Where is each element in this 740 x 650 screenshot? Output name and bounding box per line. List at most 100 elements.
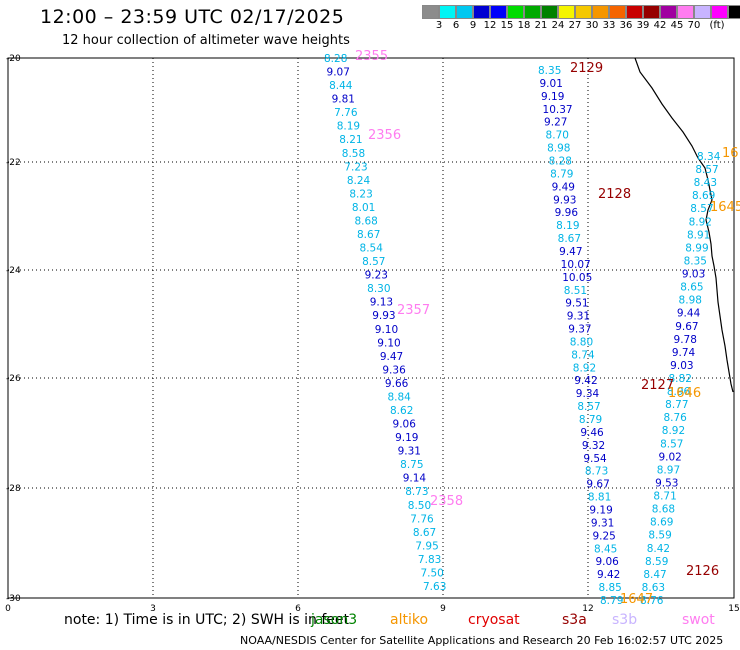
wave-height-value: 9.06 [595,556,619,568]
pass-time-label: 16 [722,146,739,161]
legend-tick-label: 45 [670,20,684,31]
pass-time-label: 2358 [430,494,463,509]
wave-height-value: 7.63 [423,581,446,593]
wave-height-value: 8.65 [680,282,703,294]
wave-height-value: 9.37 [568,324,591,336]
wave-height-value: 8.57 [577,401,600,413]
wave-height-value: 8.81 [588,492,611,504]
wave-height-value: 9.31 [591,517,614,529]
wave-height-value: 8.42 [647,543,670,555]
wave-height-value: 8.44 [329,80,353,92]
legend-swatch [660,5,677,19]
wave-height-value: 9.03 [682,269,705,281]
wave-height-value: 9.67 [675,321,698,333]
wave-height-value: 8.19 [337,121,360,133]
wave-height-value: 7.76 [410,513,434,525]
wave-height-value: 8.67 [558,233,581,245]
coastline [634,57,734,393]
legend-swatch [490,5,507,19]
wave-height-legend: 3 6 9 12 15 18 21 24 27 30 33 36 39 42 45 70 (ft) [422,5,740,33]
wave-height-value: 9.96 [555,207,579,219]
legend-swatch [422,5,439,19]
legend-swatches [422,5,740,19]
wave-height-value: 8.01 [352,202,375,214]
y-tick-label: -22 [6,158,21,168]
wave-height-value: 7.95 [415,540,438,552]
wave-height-value: 8.57 [660,438,683,450]
wave-height-value: 8.96 [667,386,691,398]
satellite-label-cryosat: cryosat [468,612,520,628]
wave-height-value: 9.42 [597,569,620,581]
legend-tick-label: 15 [500,20,514,31]
wave-height-value: 8.74 [571,349,595,361]
legend-tick-label: 36 [619,20,633,31]
wave-height-value: 8.73 [585,466,608,478]
wave-height-value: 9.02 [658,451,681,463]
wave-height-value: 9.44 [677,308,701,320]
wave-height-value: 9.47 [559,246,582,258]
legend-swatch [439,5,456,19]
wave-height-value: 8.68 [354,215,377,227]
wave-height-value: 8.62 [390,405,413,417]
wave-height-value: 8.51 [564,285,587,297]
legend-tick-label: 33 [602,20,616,31]
wave-height-value: 8.92 [662,425,685,437]
wave-height-value: 9.67 [586,479,609,491]
legend-tick-label: 18 [517,20,531,31]
pass-time-label: 2356 [368,128,401,143]
x-tick-label: 6 [295,604,301,614]
wave-height-value: 8.92 [689,216,712,228]
wave-height-value: 9.34 [576,388,600,400]
wave-height-value: 8.71 [653,491,676,503]
y-tick-label: -28 [6,484,21,494]
wave-height-value: 9.53 [655,477,678,489]
pass-time-label: 2355 [355,49,388,64]
wave-height-value: 9.10 [375,324,398,336]
wave-height-value: 8.19 [556,220,579,232]
pass-time-label: 1647 [620,592,653,607]
wave-height-value: 8.43 [694,177,717,189]
wave-height-value: 8.57 [362,256,385,268]
wave-height-value: 8.76 [640,595,664,607]
wave-height-value: 9.10 [377,337,400,349]
wave-height-value: 10.07 [561,259,591,271]
footer-note: note: 1) Time is in UTC; 2) SWH is in fe… [64,612,350,628]
wave-height-value: 9.03 [670,360,693,372]
legend-swatch [558,5,575,19]
legend-swatch [541,5,558,19]
y-tick-label: -24 [6,266,21,276]
wave-height-value: 9.93 [372,310,395,322]
wave-height-value: 9.06 [393,419,417,431]
wave-height-value: 8.57 [690,203,713,215]
wave-height-value: 8.57 [695,164,718,176]
wave-height-value: 9.51 [565,298,588,310]
x-tick-label: 3 [150,604,156,614]
wave-height-value: 8.98 [547,143,570,155]
pass-time-label: 2357 [397,303,430,318]
legend-tick-label: 21 [534,20,548,31]
wave-height-value: 9.36 [382,364,406,376]
wave-height-value: 9.74 [672,347,696,359]
satellite-label-s3a: s3a [562,612,587,628]
wave-height-value: 9.23 [365,270,388,282]
wave-height-value: 9.13 [370,297,393,309]
wave-height-value: 8.59 [648,530,671,542]
wave-height-value: 8.24 [347,175,371,187]
wave-height-value: 8.59 [645,556,668,568]
wave-height-value: 8.69 [692,190,715,202]
pass-time-label: 1646 [668,386,701,401]
legend-swatch [677,5,694,19]
page-subtitle: 12 hour collection of altimeter wave hei… [62,33,350,48]
legend-swatch [524,5,541,19]
wave-height-value: 8.70 [546,130,569,142]
wave-height-value: 9.07 [327,67,350,79]
satellite-label-s3b: s3b [612,612,638,628]
legend-tick-label: 24 [551,20,565,31]
legend-tick-labels: 3 6 9 12 15 18 21 24 27 30 33 36 39 42 45 70 (ft) [422,19,740,33]
wave-height-value: 8.92 [573,362,596,374]
legend-tick-label: 6 [452,20,460,31]
wave-height-value: 8.75 [400,459,423,471]
satellite-label-jason3: jason3 [311,612,358,628]
wave-height-value: 7.83 [418,554,441,566]
